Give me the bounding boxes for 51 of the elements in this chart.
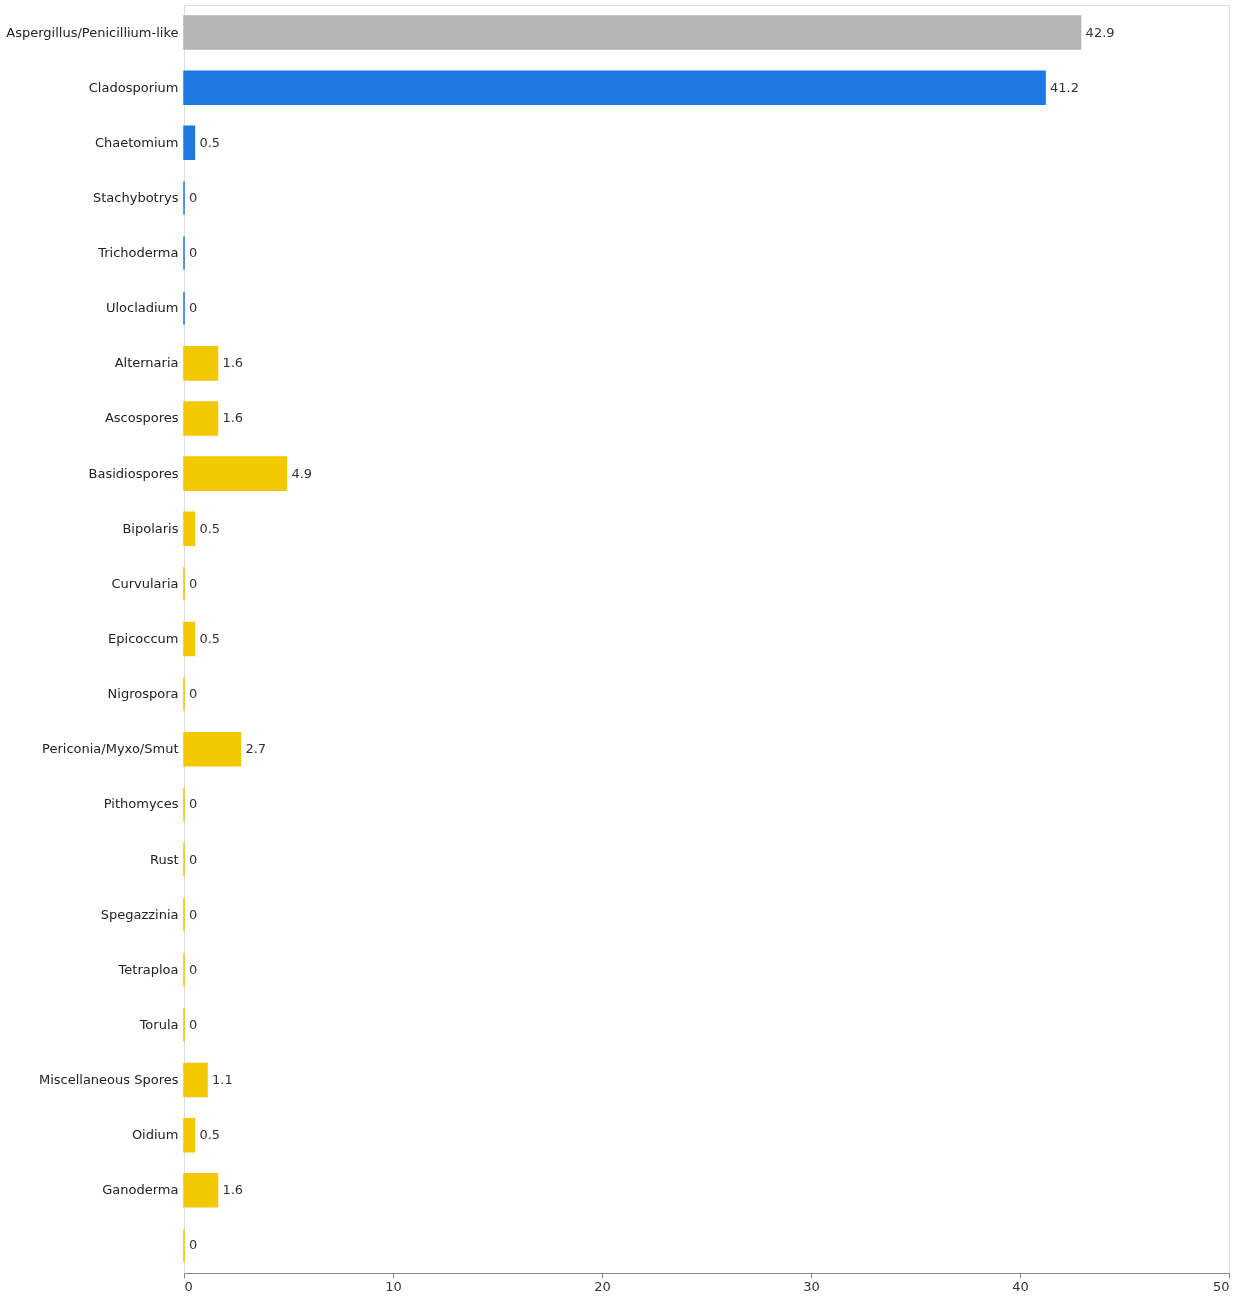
data-label: 0.5 — [199, 1127, 221, 1143]
data-label: 4.9 — [291, 465, 313, 481]
y-tick-label: Epicoccum — [108, 631, 179, 646]
y-tick-label: Tetraploa — [117, 961, 179, 977]
data-label: 41.2 — [1050, 79, 1080, 95]
y-tick-label: Pithomyces — [103, 796, 179, 812]
data-label: 0 — [189, 1016, 198, 1032]
y-tick-label: Nigrospora — [107, 686, 179, 702]
x-tick-label: 30 — [803, 1278, 820, 1294]
data-label: 0 — [189, 245, 198, 261]
y-tick-label: Basidiospores — [88, 465, 179, 481]
data-label: 0 — [189, 300, 198, 316]
data-label: 1.1 — [211, 1072, 233, 1088]
y-tick-label: Aspergillus/Penicillium-like — [6, 24, 179, 40]
x-tick-label: 50 — [1212, 1278, 1230, 1294]
x-tick-label: 10 — [385, 1278, 402, 1294]
y-tick-label: Periconia/Myxo/Smut — [42, 741, 179, 757]
data-label: 0.5 — [199, 631, 221, 646]
y-tick-label: Ganoderma — [102, 1182, 179, 1198]
y-tick-label: Torula — [138, 1016, 179, 1032]
y-tick-label: Cladosporium — [88, 79, 179, 95]
y-tick-label: Bipolaris — [122, 520, 179, 536]
data-label: 2.7 — [245, 741, 267, 757]
data-label: 0 — [189, 961, 198, 977]
data-label: 1.6 — [222, 1182, 244, 1198]
data-label: 0 — [189, 189, 198, 205]
x-tick-label: 20 — [594, 1278, 611, 1294]
y-tick-label: Spegazzinia — [100, 906, 179, 922]
y-tick-label: Ulocladium — [105, 300, 179, 316]
data-label: 1.6 — [222, 410, 244, 426]
data-label: 0 — [189, 851, 198, 867]
y-tick-label: Rust — [149, 851, 179, 867]
data-label: 0 — [189, 906, 198, 922]
y-tick-label: Alternaria — [114, 355, 179, 371]
data-label: 0 — [189, 686, 198, 702]
y-tick-label: Curvularia — [111, 575, 179, 591]
data-label: 0 — [189, 796, 198, 812]
data-label: 42.9 — [1085, 24, 1115, 40]
x-tick-label: 40 — [1012, 1278, 1029, 1294]
data-label: 0 — [189, 1237, 198, 1253]
y-tick-label: Stachybotrys — [92, 189, 179, 205]
data-label: 0.5 — [199, 134, 221, 150]
data-label: 1.6 — [222, 355, 244, 371]
data-label: 0 — [189, 575, 198, 591]
data-label: 0.5 — [199, 520, 221, 536]
y-tick-label: Oidium — [131, 1127, 179, 1143]
y-tick-label: Trichoderma — [97, 245, 179, 261]
y-tick-label: Miscellaneous Spores — [38, 1072, 179, 1088]
y-tick-label: Chaetomium — [94, 134, 179, 150]
x-tick-label: 0 — [184, 1278, 193, 1294]
y-tick-label: Ascospores — [104, 410, 179, 426]
